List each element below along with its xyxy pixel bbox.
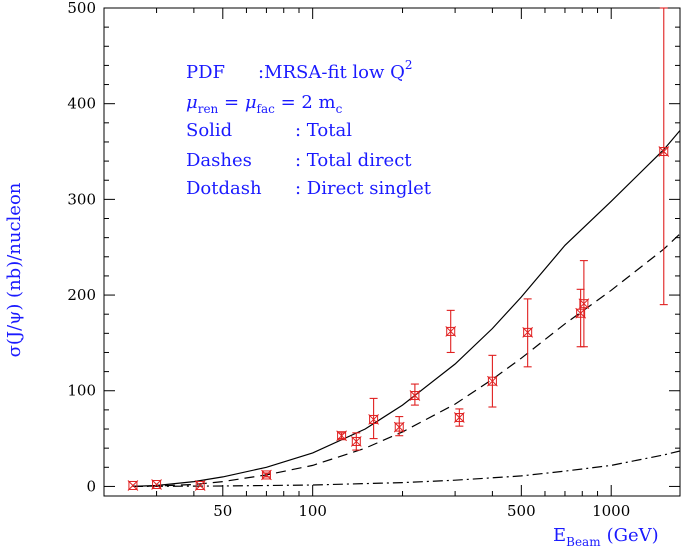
annotation-sub-ren: ren [198, 102, 219, 116]
marker-box [394, 422, 404, 432]
y-axis: 0 100 200 300 400 500 [67, 0, 680, 495]
marker-cross [658, 146, 670, 157]
annotation-eq-2: = 2 m [275, 92, 336, 113]
x-axis-label-unit: (GeV) [607, 525, 659, 546]
marker-cross [350, 436, 362, 447]
marker-box [337, 431, 347, 441]
y-tick-label: 300 [67, 190, 96, 208]
annotation-dashes-label: Dashes [186, 150, 252, 171]
annotation-pdf-value: :MRSA-fit low Q2 [258, 58, 413, 83]
marker-box [446, 326, 456, 336]
marker-box [128, 480, 138, 490]
x-axis-label-sub: Beam [566, 535, 601, 549]
marker-box [351, 436, 361, 446]
y-tick-label: 200 [67, 286, 96, 304]
marker-cross [194, 480, 206, 491]
marker-box [261, 470, 271, 480]
marker-box [579, 299, 589, 309]
marker-cross [336, 430, 347, 442]
marker-cross [127, 480, 139, 491]
data-point [454, 408, 465, 427]
data-points [127, 7, 670, 491]
marker-box [454, 413, 464, 423]
data-point [261, 469, 272, 481]
data-point [658, 7, 670, 306]
curves [132, 130, 680, 487]
y-tick-label: 100 [67, 382, 96, 400]
annotation-sub-fac: fac [257, 102, 276, 116]
curve-dashed [132, 233, 680, 487]
x-axis: 50 100 500 1000 [103, 8, 630, 520]
marker-box [410, 391, 420, 401]
data-point [350, 432, 362, 451]
annotation-pdf-label: PDF [186, 62, 225, 83]
data-point [445, 309, 457, 354]
marker-box [659, 147, 669, 157]
marker-cross [445, 326, 457, 337]
marker-box [195, 480, 205, 490]
data-point [393, 416, 405, 437]
annotation-solid-value: : Total [295, 120, 352, 141]
annotation-dashes-value: : Total direct [295, 150, 412, 171]
annotation-mu-1: μ [186, 92, 198, 113]
data-point [151, 479, 162, 490]
marker-box [487, 376, 497, 386]
marker-cross [522, 327, 534, 338]
annotation-pdf-sup: 2 [405, 58, 413, 72]
marker-cross [454, 412, 465, 423]
marker-box [576, 308, 586, 318]
data-point [336, 430, 347, 442]
x-axis-label: EBeam (GeV) [553, 525, 659, 549]
x-tick-label: 100 [298, 502, 327, 520]
annotation-dotdash-label: Dotdash [186, 178, 262, 199]
curve-dotdash [132, 450, 680, 487]
marker-cross [368, 414, 379, 425]
marker-box [369, 414, 379, 424]
marker-cross [409, 390, 421, 401]
data-point [487, 354, 498, 408]
marker-box [523, 327, 533, 337]
annotation-dotdash-value: : Direct singlet [295, 178, 432, 199]
plot-frame [103, 7, 681, 497]
curve-solid [132, 130, 680, 487]
annotation-mu-2: μ [245, 92, 257, 113]
annotation-solid-label: Solid [186, 120, 232, 141]
annotation-scale: μren = μfac = 2 mc [186, 92, 343, 116]
x-axis-label-main: E [553, 525, 566, 546]
x-tick-label: 500 [507, 502, 536, 520]
marker-cross [261, 469, 272, 481]
annotation-pdf-text: :MRSA-fit low Q [258, 62, 405, 83]
marker-box [152, 480, 162, 490]
annotation-eq-1: = [218, 92, 245, 113]
data-point [578, 260, 590, 348]
marker-cross [151, 479, 162, 490]
marker-cross [578, 298, 590, 310]
y-tick-label: 0 [86, 477, 96, 495]
y-tick-label: 400 [67, 95, 96, 113]
data-point [194, 480, 206, 491]
y-tick-label: 500 [67, 0, 96, 17]
y-axis-label: σ(J/ψ) (nb)/nucleon [4, 182, 25, 357]
x-tick-label: 1000 [592, 502, 630, 520]
data-point [127, 480, 139, 491]
data-point [522, 298, 534, 368]
annotation-sub-c: c [336, 102, 343, 116]
marker-cross [393, 421, 405, 433]
annotation-block: PDF :MRSA-fit low Q2 μren = μfac = 2 mc … [186, 58, 432, 199]
data-point [368, 397, 379, 440]
x-tick-label: 50 [213, 502, 232, 520]
marker-cross [487, 375, 498, 387]
data-point [409, 383, 421, 406]
